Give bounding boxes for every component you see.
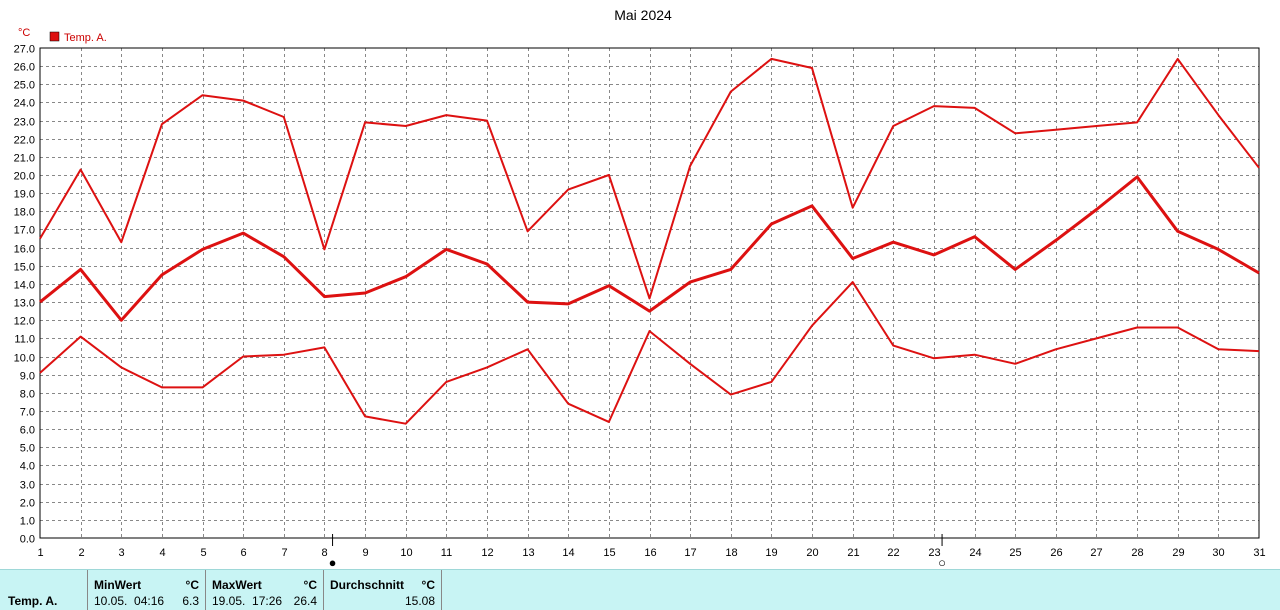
max-time: 19.05. 17:26	[212, 594, 283, 608]
y-tick-label: 6.0	[20, 425, 35, 437]
y-tick-label: 23.0	[14, 117, 35, 129]
x-tick-label: 7	[281, 547, 287, 559]
stats-row-label: Temp. A.	[8, 594, 58, 608]
moon-phase-markers: ● ○	[329, 534, 946, 569]
x-tick-label: 17	[684, 547, 696, 559]
max-unit: °C	[303, 578, 317, 592]
x-tick-label: 14	[562, 547, 574, 559]
y-tick-label: 5.0	[20, 443, 35, 455]
legend-label: Temp. A.	[64, 32, 107, 44]
y-tick-label: 13.0	[14, 298, 35, 310]
x-tick-label: 28	[1131, 547, 1143, 559]
y-tick-label: 25.0	[14, 80, 35, 92]
x-tick-label: 10	[400, 547, 412, 559]
min-value: 6.3	[182, 594, 199, 608]
y-tick-label: 24.0	[14, 98, 35, 110]
y-tick-label: 4.0	[20, 461, 35, 473]
avg-value-cell: Durchschnitt °C 15.08	[324, 570, 442, 610]
x-tick-label: 22	[887, 547, 899, 559]
y-tick-label: 2.0	[20, 498, 35, 510]
x-tick-label: 24	[969, 547, 981, 559]
x-tick-label: 18	[725, 547, 737, 559]
y-tick-label: 27.0	[14, 44, 35, 56]
avg-header: Durchschnitt	[330, 578, 405, 592]
y-tick-label: 10.0	[14, 353, 35, 365]
y-tick-label: 9.0	[20, 371, 35, 383]
x-tick-label: 8	[321, 547, 327, 559]
series-line-avg	[39, 175, 1260, 322]
x-tick-label: 25	[1009, 547, 1021, 559]
y-tick-label: 14.0	[14, 280, 35, 292]
x-tick-label: 2	[78, 547, 84, 559]
y-tick-label: 11.0	[14, 334, 35, 346]
y-tick-label: 21.0	[14, 153, 35, 165]
x-tick-label: 11	[441, 547, 452, 559]
max-header: MaxWert	[212, 578, 262, 592]
x-tick-label: 15	[603, 547, 615, 559]
stats-bar: Temp. A. MinWert °C 10.05. 04:16 6.3 Max…	[0, 569, 1280, 610]
y-tick-label: 7.0	[20, 407, 35, 419]
legend-swatch	[49, 31, 60, 42]
chart: Mai 2024 °C Temp. A. 0.0 1.0 2.0 3.0 4.0 5.0 6…	[14, 7, 1266, 569]
grid	[40, 48, 1259, 538]
y-tick-label: 3.0	[20, 480, 35, 492]
x-tick-label: 9	[362, 547, 368, 559]
min-value-cell: MinWert °C 10.05. 04:16 6.3	[88, 570, 206, 610]
y-tick-label: 0.0	[20, 534, 35, 546]
plot-area-border	[39, 47, 1260, 539]
max-value-cell: MaxWert °C 19.05. 17:26 26.4	[206, 570, 324, 610]
x-tick-label: 16	[644, 547, 656, 559]
x-tick-label: 27	[1090, 547, 1102, 559]
min-time: 10.05. 04:16	[94, 594, 165, 608]
min-header: MinWert	[94, 578, 142, 592]
x-tick-label: 20	[806, 547, 818, 559]
x-tick-label: 29	[1172, 547, 1184, 559]
y-tick-label: 1.0	[20, 516, 35, 528]
x-tick-label: 21	[847, 547, 859, 559]
series-lines	[39, 57, 1260, 425]
x-tick-label: 6	[240, 547, 246, 559]
y-tick-label: 12.0	[14, 316, 35, 328]
avg-unit: °C	[421, 578, 435, 592]
x-tick-label: 23	[928, 547, 940, 559]
y-tick-label: 17.0	[14, 225, 35, 237]
series-line-max	[39, 57, 1260, 300]
x-tick-label: 30	[1212, 547, 1224, 559]
x-tick-label: 31	[1253, 547, 1265, 559]
x-tick-label: 19	[765, 547, 777, 559]
stats-row-label-cell: Temp. A.	[0, 570, 88, 610]
y-tick-label: 8.0	[20, 389, 35, 401]
min-unit: °C	[185, 578, 199, 592]
max-value: 26.4	[293, 594, 317, 608]
x-tick-label: 13	[522, 547, 534, 559]
x-tick-label: 5	[200, 547, 206, 559]
x-tick-label: 26	[1050, 547, 1062, 559]
y-axis-ticks: 0.0 1.0 2.0 3.0 4.0 5.0 6.0 7.0 8.0 9.0 10.0 11.0 12…	[14, 44, 35, 546]
series-line-min	[39, 281, 1260, 425]
y-axis-unit: °C	[18, 27, 30, 39]
full-moon-icon: ○	[938, 555, 946, 569]
x-tick-label: 12	[481, 547, 493, 559]
y-tick-label: 15.0	[14, 262, 35, 274]
x-axis-ticks: 1 2 3 4 5 6 7 8 9 10 11 12 13 14 15 16 17 18 19 20 21 22 23 24 2…	[37, 547, 1265, 559]
new-moon-icon: ●	[329, 555, 337, 569]
y-tick-label: 16.0	[14, 244, 35, 256]
y-tick-label: 22.0	[14, 135, 35, 147]
avg-value: 15.08	[404, 594, 435, 608]
x-tick-label: 1	[37, 547, 43, 559]
y-tick-label: 18.0	[14, 207, 35, 219]
y-tick-label: 19.0	[14, 189, 35, 201]
x-tick-label: 3	[118, 547, 124, 559]
y-tick-label: 26.0	[14, 62, 35, 74]
chart-title: Mai 2024	[614, 7, 672, 23]
y-tick-label: 20.0	[14, 171, 35, 183]
x-tick-label: 4	[159, 547, 165, 559]
